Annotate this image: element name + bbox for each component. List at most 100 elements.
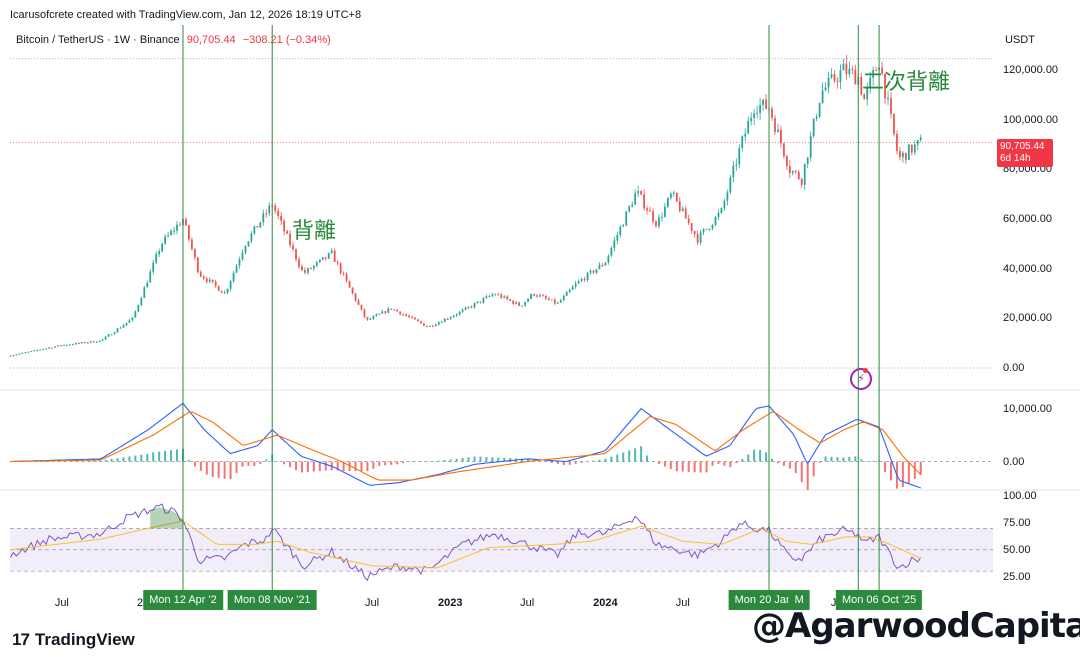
candle-body xyxy=(521,305,524,307)
macd-histogram-bar xyxy=(842,457,845,462)
macd-histogram-bar xyxy=(402,461,405,464)
candle-body xyxy=(848,68,851,75)
candle-body xyxy=(244,246,247,253)
macd-histogram-bar xyxy=(80,460,83,462)
macd-axis-tick: 10,000.00 xyxy=(1003,402,1052,415)
candle-body xyxy=(684,208,687,219)
macd-histogram-bar xyxy=(396,461,399,465)
candle-body xyxy=(283,220,286,232)
macd-histogram-bar xyxy=(443,460,446,462)
candle-body xyxy=(149,271,152,283)
candle-body xyxy=(899,151,901,158)
candle-body xyxy=(637,190,640,194)
macd-histogram-bar xyxy=(687,461,690,472)
candle-body xyxy=(851,68,854,70)
candle-body xyxy=(161,243,164,252)
candle-body xyxy=(771,108,773,119)
macd-histogram-bar xyxy=(503,457,506,462)
macd-histogram-bar xyxy=(753,449,756,462)
candle-body xyxy=(732,165,735,178)
candle-body xyxy=(277,210,280,216)
candle-body xyxy=(643,194,645,209)
candle-body xyxy=(301,266,303,270)
rsi-axis-tick: 50.00 xyxy=(1003,543,1031,556)
candle-body xyxy=(726,192,729,201)
candle-body xyxy=(669,193,672,198)
currency-label[interactable]: USDT xyxy=(1005,34,1035,46)
candle-body xyxy=(693,230,696,235)
candle-body xyxy=(542,295,544,297)
logo-mark: 17 xyxy=(12,630,30,649)
candle-body xyxy=(658,217,660,227)
candle-body xyxy=(622,225,625,227)
candle-body xyxy=(470,306,473,308)
candle-body xyxy=(485,296,488,299)
candle-body xyxy=(42,349,45,351)
candle-body xyxy=(497,294,500,296)
candle-body xyxy=(916,140,919,145)
candle-body xyxy=(815,116,818,119)
macd-histogram-bar xyxy=(265,459,268,462)
macd-histogram-bar xyxy=(622,452,625,462)
macd-line xyxy=(10,402,921,489)
candle-body xyxy=(803,163,806,185)
candle-body xyxy=(690,223,693,231)
macd-histogram-bar xyxy=(699,461,702,473)
candle-body xyxy=(405,314,407,316)
candle-body xyxy=(27,351,30,353)
candle-body xyxy=(342,273,345,275)
date-flag: M xyxy=(788,590,810,610)
candle-body xyxy=(824,87,827,91)
candle-body xyxy=(214,281,217,286)
candle-body xyxy=(173,230,175,232)
candle-body xyxy=(428,325,431,327)
candle-body xyxy=(753,113,756,119)
candle-body xyxy=(235,265,238,273)
macd-histogram-bar xyxy=(324,461,327,471)
candle-body xyxy=(357,300,360,305)
candle-body xyxy=(295,249,297,260)
candle-body xyxy=(205,278,208,282)
macd-histogram-bar xyxy=(788,461,791,469)
candle-body xyxy=(607,255,610,263)
macd-histogram-bar xyxy=(223,461,226,479)
candle-body xyxy=(372,316,375,319)
candle-body xyxy=(125,322,128,326)
candle-body xyxy=(785,156,788,167)
candle-body xyxy=(286,231,288,234)
macd-histogram-bar xyxy=(241,461,244,467)
candle-body xyxy=(122,325,125,328)
macd-histogram-bar xyxy=(592,460,595,462)
candle-body xyxy=(488,295,491,297)
candle-body xyxy=(458,311,461,315)
macd-histogram-bar xyxy=(782,461,785,466)
macd-histogram-bar xyxy=(794,461,797,474)
candle-body xyxy=(574,283,577,287)
candle-body xyxy=(408,315,410,318)
lightning-icon[interactable]: ⚡ xyxy=(850,368,872,390)
macd-histogram-bar xyxy=(104,459,107,462)
tradingview-logo[interactable]: 17 TradingView xyxy=(12,630,135,650)
candle-body xyxy=(351,287,354,294)
candle-body xyxy=(399,311,402,315)
candle-body xyxy=(723,200,726,209)
candle-body xyxy=(699,232,702,243)
macd-histogram-bar xyxy=(140,454,143,462)
candle-body xyxy=(440,322,443,324)
candle-body xyxy=(321,257,324,260)
macd-histogram-bar xyxy=(866,460,869,462)
chart-credit: Icarusofcrete created with TradingView.c… xyxy=(10,9,362,21)
candle-body xyxy=(720,208,723,213)
macd-histogram-bar xyxy=(217,461,220,478)
candle-body xyxy=(473,303,476,308)
candle-body xyxy=(610,248,613,256)
rsi-axis-tick: 100.00 xyxy=(1003,490,1037,503)
candle-body xyxy=(170,230,172,236)
macd-histogram-bar xyxy=(187,459,190,462)
candle-body xyxy=(524,301,526,306)
macd-histogram-bar xyxy=(657,461,660,464)
macd-histogram-bar xyxy=(610,456,613,462)
candle-body xyxy=(247,241,250,247)
candle-body xyxy=(675,192,678,202)
